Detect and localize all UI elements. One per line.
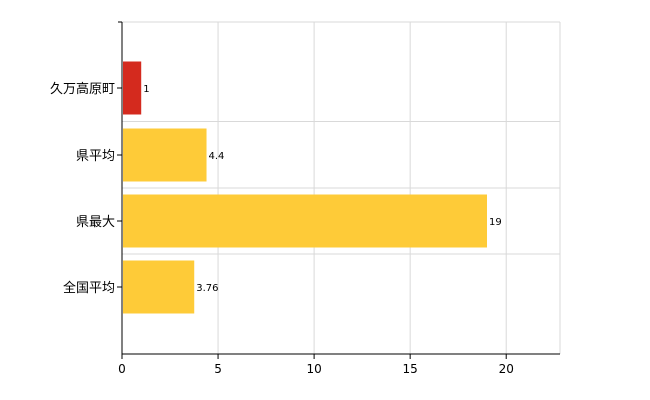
bar-3 xyxy=(123,260,195,314)
bar-1 xyxy=(123,128,207,182)
x-tick-label-15: 15 xyxy=(403,362,418,376)
category-label-1: 県平均 xyxy=(76,149,115,164)
chart-bars xyxy=(123,61,487,314)
category-label-0: 久万高原町 xyxy=(50,81,115,97)
category-label-3: 全国平均 xyxy=(63,280,115,296)
data-label-3: 3.76 xyxy=(196,283,218,294)
data-label-1: 4.4 xyxy=(209,151,225,162)
data-label-0: 1 xyxy=(143,84,149,95)
x-tick-label-5: 5 xyxy=(214,362,222,376)
bar-2 xyxy=(123,194,487,248)
x-tick-label-10: 10 xyxy=(306,362,321,376)
x-tick-label-20: 20 xyxy=(499,362,514,376)
chart-grid xyxy=(122,21,561,354)
x-tick-label-0: 0 xyxy=(118,362,126,376)
bar-0 xyxy=(123,61,142,115)
chart-axes xyxy=(117,21,560,359)
data-label-2: 19 xyxy=(489,217,502,228)
category-label-2: 県最大 xyxy=(76,215,115,230)
